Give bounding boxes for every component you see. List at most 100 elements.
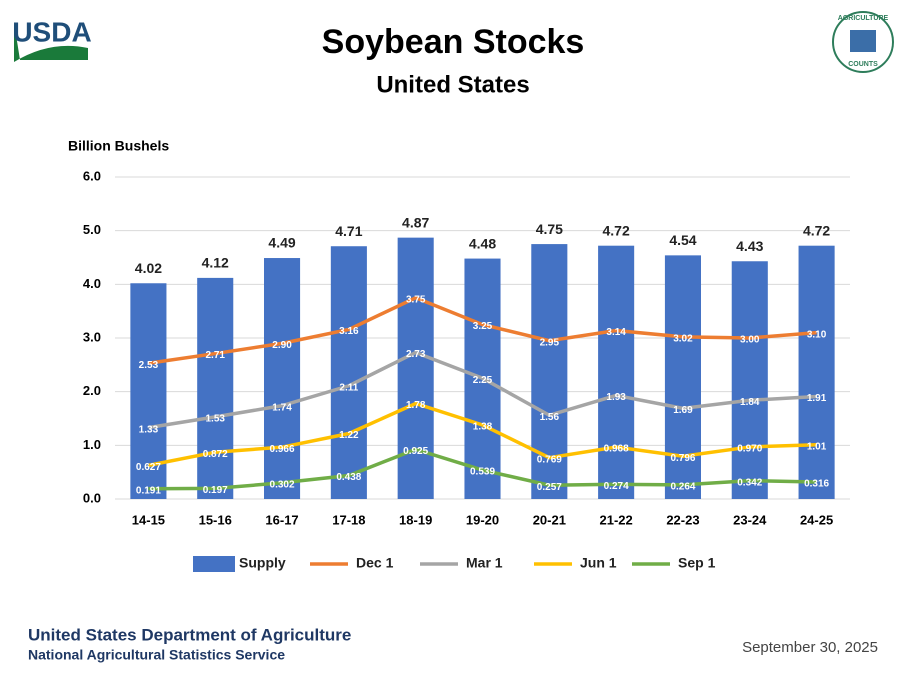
point-value-label: 1.78 (406, 400, 426, 411)
point-value-label: 1.38 (473, 422, 493, 433)
legend-label: Sep 1 (678, 555, 716, 571)
x-tick-label: 20-21 (533, 512, 566, 527)
x-tick-label: 18-19 (399, 512, 432, 527)
bar (197, 277, 234, 499)
point-value-label: 0.191 (136, 485, 161, 496)
point-value-label: 3.25 (473, 321, 493, 332)
point-value-label: 3.16 (339, 326, 359, 337)
y-tick-label: 3.0 (83, 329, 101, 344)
footer-service: National Agricultural Statistics Service (28, 647, 285, 663)
bar-value-label: 4.54 (669, 232, 696, 248)
point-value-label: 1.91 (807, 393, 827, 404)
point-value-label: 0.316 (804, 479, 829, 490)
bar-value-label: 4.02 (135, 260, 162, 276)
counts-badge: AGRICULTURE COUNTS (832, 11, 894, 73)
legend-label: Mar 1 (466, 555, 503, 571)
legend-label: Jun 1 (580, 555, 617, 571)
series-line (148, 401, 817, 468)
series-line (148, 447, 817, 491)
series-line (148, 295, 817, 365)
chart-subtitle: United States (376, 71, 529, 98)
point-value-label: 1.84 (740, 397, 760, 408)
point-value-label: 2.90 (272, 340, 292, 351)
bar (731, 261, 768, 499)
footer-department: United States Department of Agriculture (28, 625, 351, 644)
bar-value-label: 4.87 (402, 214, 429, 230)
point-value-label: 2.73 (406, 349, 426, 360)
x-tick-label: 21-22 (600, 512, 633, 527)
point-value-label: 2.25 (473, 375, 493, 386)
bar-value-label: 4.72 (803, 222, 830, 238)
point-value-label: 0.627 (136, 462, 161, 473)
point-value-label: 0.438 (336, 472, 361, 483)
point-value-label: 0.769 (537, 454, 562, 465)
point-value-label: 3.00 (740, 335, 760, 346)
bar-value-label: 4.75 (536, 221, 563, 237)
x-tick-label: 23-24 (733, 512, 767, 527)
logo-text: USDA (12, 16, 91, 47)
point-value-label: 3.02 (673, 334, 693, 345)
bar-value-label: 4.72 (603, 222, 630, 238)
x-tick-label: 16-17 (265, 512, 298, 527)
point-value-label: 3.14 (606, 327, 626, 338)
series-line (148, 350, 817, 430)
point-value-label: 0.968 (604, 444, 629, 455)
point-value-label: 0.966 (270, 444, 295, 455)
badge-ring (832, 11, 894, 73)
point-value-label: 0.342 (737, 477, 762, 488)
point-value-label: 0.925 (403, 446, 428, 457)
bar-value-label: 4.71 (335, 223, 362, 239)
point-value-label: 1.93 (606, 392, 626, 403)
point-value-label: 0.264 (670, 481, 695, 492)
point-value-label: 0.257 (537, 482, 562, 493)
y-axis-label: Billion Bushels (68, 138, 169, 154)
point-value-label: 0.796 (670, 453, 695, 464)
bar (798, 245, 835, 499)
bar (330, 246, 367, 499)
x-tick-label: 22-23 (666, 512, 699, 527)
point-value-label: 0.274 (604, 481, 629, 492)
y-tick-label: 2.0 (83, 383, 101, 398)
point-value-label: 0.302 (270, 479, 295, 490)
bar-value-label: 4.12 (202, 255, 229, 271)
x-tick-label: 14-15 (132, 512, 165, 527)
bar (264, 258, 301, 499)
y-tick-label: 6.0 (83, 168, 101, 183)
usda-logo: USDA (12, 16, 92, 62)
point-value-label: 0.197 (203, 485, 228, 496)
x-tick-label: 15-16 (199, 512, 232, 527)
logo-swoosh (14, 22, 88, 62)
point-value-label: 2.11 (339, 382, 358, 393)
legend-label: Supply (239, 555, 286, 571)
point-value-label: 2.53 (139, 360, 159, 371)
x-tick-label: 17-18 (332, 512, 365, 527)
x-tick-label: 19-20 (466, 512, 499, 527)
point-value-label: 2.95 (540, 337, 560, 348)
y-tick-label: 0.0 (83, 490, 101, 505)
point-value-label: 1.53 (205, 414, 225, 425)
chart-title: Soybean Stocks (322, 23, 585, 61)
badge-bottom: COUNTS (848, 61, 878, 68)
point-value-label: 1.69 (673, 405, 693, 416)
bar-value-label: 4.49 (268, 235, 295, 251)
footer-date: September 30, 2025 (742, 639, 878, 656)
badge-icon (850, 30, 876, 52)
point-value-label: 0.539 (470, 467, 495, 478)
bar (598, 245, 635, 499)
legend-swatch (193, 556, 235, 572)
point-value-label: 1.33 (139, 424, 159, 435)
point-value-label: 0.970 (737, 444, 762, 455)
y-tick-label: 1.0 (83, 437, 101, 452)
point-value-label: 0.872 (203, 449, 228, 460)
point-value-label: 3.75 (406, 294, 426, 305)
y-tick-label: 4.0 (83, 276, 101, 291)
point-value-label: 2.71 (205, 350, 225, 361)
point-value-label: 3.10 (807, 329, 827, 340)
bar (664, 255, 701, 499)
point-value-label: 1.56 (540, 412, 560, 423)
bar-value-label: 4.48 (469, 235, 496, 251)
point-value-label: 1.22 (339, 430, 359, 441)
badge-top: AGRICULTURE (838, 15, 889, 22)
legend-label: Dec 1 (356, 555, 394, 571)
